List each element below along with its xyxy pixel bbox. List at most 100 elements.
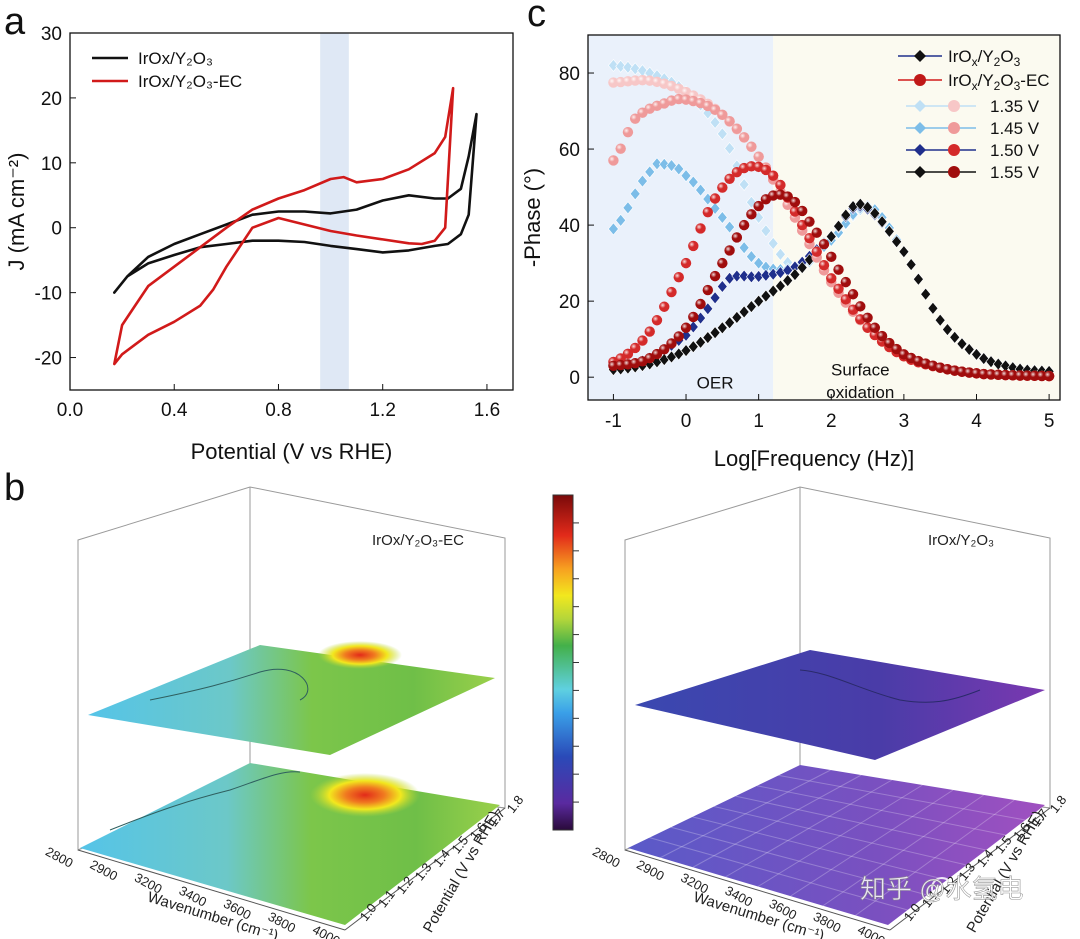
grid-line: [649, 837, 908, 911]
data-point-highlight: [702, 206, 714, 218]
data-point-highlight: [666, 286, 677, 298]
data-point-highlight: [818, 239, 830, 250]
data-point-diamond: [913, 272, 924, 286]
label-part: x: [972, 79, 978, 93]
data-point-highlight: [622, 126, 634, 138]
data-point-diamond: [898, 245, 910, 259]
data-point-highlight: [637, 335, 648, 346]
x-axis-label: Potential (V vs RHE): [191, 439, 393, 464]
y-tick-label: -20: [35, 349, 62, 370]
data-point-highlight: [688, 311, 699, 323]
data-point-diamond: [695, 335, 706, 349]
data-point-highlight: [753, 151, 764, 162]
data-point-diamond: [738, 241, 750, 255]
data-point-diamond: [716, 280, 728, 293]
data-point-highlight: [673, 271, 684, 283]
data-point-diamond: [825, 230, 837, 243]
data-point-highlight: [840, 276, 851, 288]
data-point-diamond: [680, 344, 692, 358]
data-point-highlight: [731, 232, 743, 243]
legend-marker-sphere: [948, 122, 960, 134]
data-point-diamond: [927, 301, 939, 315]
legend-marker-diamond: [914, 166, 926, 178]
data-point-diamond: [738, 269, 750, 283]
data-point-diamond: [716, 127, 728, 141]
x-tick-label: 0.0: [57, 400, 83, 421]
label-part: /Y: [978, 47, 994, 66]
data-point-diamond: [789, 268, 801, 281]
data-point-diamond: [716, 211, 728, 224]
surface-title: IrOx/Y₂O₃: [928, 532, 994, 549]
data-point-diamond: [738, 305, 750, 319]
data-point-highlight: [622, 348, 634, 360]
plot-frame: [69, 32, 514, 391]
data-point-diamond: [760, 224, 772, 238]
panel-label-c: c: [527, 0, 546, 35]
data-point-highlight: [709, 193, 721, 204]
label-part: 3: [1014, 55, 1021, 69]
x-tick-label: 2800: [590, 844, 623, 871]
data-point-diamond: [622, 60, 634, 74]
data-point-diamond: [782, 274, 794, 288]
panel-label-b: b: [4, 467, 25, 509]
data-point-highlight: [673, 331, 684, 342]
data-point-highlight: [993, 369, 1004, 380]
data-point-highlight: [644, 326, 655, 337]
y-tick-label: 40: [559, 216, 580, 237]
data-point-highlight: [651, 315, 663, 326]
data-point-highlight: [760, 164, 772, 176]
y-tick-label: 0: [51, 219, 62, 240]
data-point-highlight: [767, 170, 779, 181]
data-point-diamond: [629, 187, 641, 201]
data-point-highlight: [833, 283, 844, 294]
grid-line: [713, 806, 967, 866]
x-tick-label: 1.6: [474, 400, 500, 421]
data-point-diamond: [651, 157, 663, 171]
data-point-diamond: [716, 321, 728, 335]
data-point-highlight: [862, 312, 873, 323]
data-point-diamond: [767, 284, 779, 298]
data-point-highlight: [615, 143, 626, 154]
data-point-highlight: [738, 132, 750, 143]
x-tick-label: 0.8: [265, 400, 291, 421]
data-point-diamond: [608, 58, 619, 72]
x-tick-label: 0: [681, 411, 692, 432]
plot-frame: [587, 34, 1061, 401]
data-point-highlight: [876, 330, 888, 342]
label-part: x: [972, 55, 978, 69]
data-point-highlight: [630, 113, 641, 124]
data-point-diamond: [709, 326, 721, 340]
data-point-highlight: [724, 245, 735, 256]
data-point-diamond: [971, 347, 982, 361]
data-point-diamond: [724, 220, 735, 234]
grid-line: [725, 779, 893, 878]
data-point-diamond: [745, 250, 757, 264]
data-point-highlight: [738, 219, 750, 231]
data-point-diamond: [680, 169, 692, 183]
data-point-highlight: [709, 270, 721, 282]
panel-label-a: a: [4, 1, 26, 43]
grid-line: [692, 774, 862, 868]
legend-potential-label: 1.35 V: [990, 97, 1040, 116]
data-point-highlight: [891, 343, 902, 355]
label-part: 2: [994, 79, 1001, 93]
label-part: IrO: [948, 47, 972, 66]
legend-marker-diamond: [914, 100, 926, 112]
data-point-highlight: [804, 216, 815, 227]
data-point-diamond: [724, 316, 735, 330]
data-point-highlight: [724, 116, 735, 127]
data-point-diamond: [687, 340, 699, 354]
legend-marker-sphere: [948, 144, 960, 156]
y-tick-label: -10: [35, 284, 62, 305]
panel-a-cv-chart: 0.0 0.4 0.8 1.2 1.6 -20 -10 0 10 20 30 Potential (V…: [4, 24, 514, 464]
data-point-diamond: [724, 141, 735, 155]
y-axis-line: [889, 807, 1051, 931]
data-point-diamond: [775, 247, 786, 261]
data-point-diamond: [905, 258, 917, 272]
y-tick-label: 80: [559, 64, 580, 85]
data-point-highlight: [1036, 370, 1048, 382]
series-irox-y2o3-ec-1-55-V: [608, 189, 1055, 382]
data-point-diamond: [760, 289, 772, 303]
legend-marker-sphere: [948, 100, 960, 112]
data-point-diamond: [767, 236, 779, 250]
